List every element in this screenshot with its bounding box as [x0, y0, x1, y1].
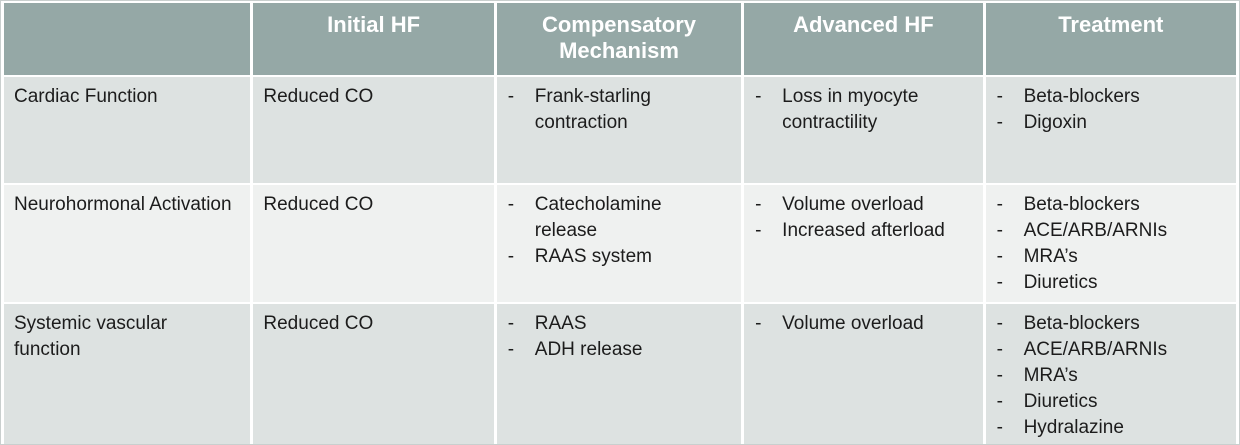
treatment-cell: - Beta-blockers - Digoxin: [985, 77, 1236, 183]
list-item: - Hydralazine: [994, 415, 1204, 441]
header-row: Initial HF Compensatory Mechanism Advanced…: [4, 3, 1236, 75]
dash-bullet: -: [755, 86, 762, 107]
treatment-cell: - Beta-blockers - ACE/ARB/ARNIs - MRA’s - Diure…: [985, 304, 1236, 444]
dash-bullet: -: [996, 339, 1003, 360]
table-row: Systemic vascular function Reduced CO - RAA…: [4, 304, 1236, 444]
list-item-text: ACE/ARB/ARNIs: [1023, 339, 1168, 360]
list-item-text: Frank-starling contraction: [534, 86, 651, 133]
bullet-list: - Beta-blockers - ACE/ARB/ARNIs - MRA’s - Diure…: [994, 311, 1204, 441]
list-item-text: Beta-blockers: [1023, 194, 1140, 215]
dash-bullet: -: [996, 272, 1003, 293]
list-item-text: RAAS: [534, 313, 587, 334]
list-item: - ACE/ARB/ARNIs: [994, 337, 1204, 363]
advanced-hf-cell: - Volume overload: [744, 304, 983, 444]
dash-bullet: -: [996, 246, 1003, 267]
dash-bullet: -: [996, 365, 1003, 386]
list-item-text: Digoxin: [1023, 112, 1087, 133]
list-item: - Volume overload: [752, 311, 950, 337]
compensatory-mechanism-cell: - Frank-starling contraction: [496, 77, 742, 183]
bullet-list: - Beta-blockers - Digoxin: [994, 84, 1204, 136]
list-item-text: Increased afterload: [782, 220, 945, 241]
compensatory-mechanism-cell: - Catecholamine release - RAAS system: [496, 185, 742, 302]
list-item-text: Beta-blockers: [1023, 86, 1140, 107]
list-item: - RAAS: [505, 311, 709, 337]
column-header-compensatory-mechanism: Compensatory Mechanism: [496, 3, 742, 75]
treatment-cell: - Beta-blockers - ACE/ARB/ARNIs - MRA’s - Diure…: [985, 185, 1236, 302]
list-item: - RAAS system: [505, 244, 709, 270]
initial-hf-cell: Reduced CO: [253, 185, 494, 302]
dash-bullet: -: [755, 194, 762, 215]
list-item: - MRA’s: [994, 244, 1204, 270]
list-item-text: Volume overload: [782, 313, 924, 334]
table-header: Initial HF Compensatory Mechanism Advanced…: [4, 3, 1236, 75]
column-header-treatment: Treatment: [985, 3, 1236, 75]
dash-bullet: -: [755, 220, 762, 241]
dash-bullet: -: [507, 194, 515, 215]
list-item: - MRA’s: [994, 363, 1204, 389]
list-item-text: Catecholamine release: [534, 194, 662, 241]
list-item-text: Diuretics: [1023, 272, 1098, 293]
dash-bullet: -: [755, 313, 762, 334]
dash-bullet: -: [996, 417, 1003, 438]
column-header-advanced-hf: Advanced HF: [744, 3, 983, 75]
list-item-text: MRA’s: [1023, 365, 1078, 386]
dash-bullet: -: [996, 194, 1003, 215]
bullet-list: - Loss in myocyte contractility: [752, 84, 950, 136]
list-item-text: Hydralazine: [1023, 417, 1124, 438]
dash-bullet: -: [996, 313, 1003, 334]
list-item: - Beta-blockers: [994, 84, 1204, 110]
dash-bullet: -: [507, 313, 515, 334]
bullet-list: - Beta-blockers - ACE/ARB/ARNIs - MRA’s - Diure…: [994, 192, 1204, 296]
table-row: Neurohormonal Activation Reduced CO - Catec…: [4, 185, 1236, 302]
list-item-text: ADH release: [534, 339, 643, 360]
initial-hf-cell: Reduced CO: [253, 77, 494, 183]
list-item-text: Beta-blockers: [1023, 313, 1140, 334]
compensatory-mechanism-cell: - RAAS - ADH release: [496, 304, 742, 444]
initial-hf-cell: Reduced CO: [253, 304, 494, 444]
column-header-blank: [4, 3, 251, 75]
list-item: - Diuretics: [994, 270, 1204, 296]
table-body: Cardiac Function Reduced CO - Frank-starlin…: [4, 77, 1236, 444]
list-item-text: Volume overload: [782, 194, 924, 215]
list-item: - Digoxin: [994, 110, 1204, 136]
bullet-list: - Volume overload - Increased afterload: [752, 192, 950, 244]
row-label: Cardiac Function: [4, 77, 251, 183]
list-item: - Beta-blockers: [994, 311, 1204, 337]
list-item: - Volume overload: [752, 192, 950, 218]
bullet-list: - RAAS - ADH release: [505, 311, 709, 363]
bullet-list: - Frank-starling contraction: [505, 84, 709, 136]
list-item: - Frank-starling contraction: [505, 84, 709, 136]
list-item: - Increased afterload: [752, 218, 950, 244]
dash-bullet: -: [996, 112, 1003, 133]
list-item: - Catecholamine release: [505, 192, 709, 244]
row-label: Systemic vascular function: [4, 304, 251, 444]
dash-bullet: -: [507, 339, 515, 360]
row-label: Neurohormonal Activation: [4, 185, 251, 302]
list-item: - Loss in myocyte contractility: [752, 84, 950, 136]
column-header-initial-hf: Initial HF: [253, 3, 494, 75]
list-item-text: Loss in myocyte contractility: [782, 86, 919, 133]
table-row: Cardiac Function Reduced CO - Frank-starlin…: [4, 77, 1236, 183]
dash-bullet: -: [996, 86, 1003, 107]
advanced-hf-cell: - Volume overload - Increased afterload: [744, 185, 983, 302]
list-item-text: MRA’s: [1023, 246, 1078, 267]
list-item-text: Diuretics: [1023, 391, 1098, 412]
list-item-text: ACE/ARB/ARNIs: [1023, 220, 1168, 241]
dash-bullet: -: [507, 246, 515, 267]
dash-bullet: -: [507, 86, 515, 107]
list-item: - Beta-blockers: [994, 192, 1204, 218]
list-item: - ADH release: [505, 337, 709, 363]
dash-bullet: -: [996, 220, 1003, 241]
dash-bullet: -: [996, 391, 1003, 412]
list-item: - ACE/ARB/ARNIs: [994, 218, 1204, 244]
list-item-text: RAAS system: [534, 246, 652, 267]
bullet-list: - Catecholamine release - RAAS system: [505, 192, 709, 270]
list-item: - Diuretics: [994, 389, 1204, 415]
bullet-list: - Volume overload: [752, 311, 950, 337]
advanced-hf-cell: - Loss in myocyte contractility: [744, 77, 983, 183]
